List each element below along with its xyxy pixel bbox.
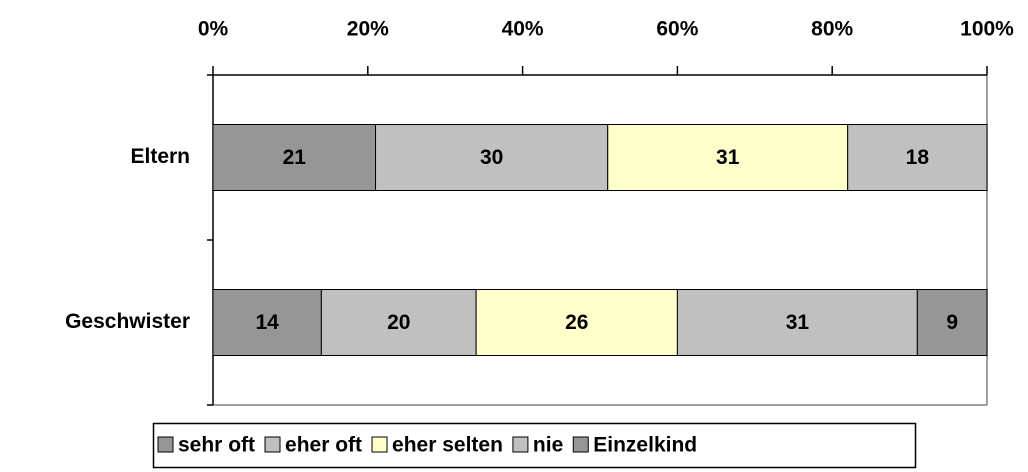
- legend-swatch: [371, 436, 388, 453]
- bar-segment: [375, 124, 609, 191]
- bar-segment: [847, 124, 988, 191]
- data-label: 18: [906, 146, 930, 169]
- x-tick-label: 0%: [198, 18, 229, 41]
- legend-swatch: [157, 436, 174, 453]
- bar-segment: [676, 289, 918, 356]
- legend-swatch: [512, 436, 529, 453]
- data-label: 14: [256, 311, 280, 334]
- bar-segment: [916, 289, 988, 356]
- data-label: 31: [716, 146, 740, 169]
- legend-swatch: [572, 436, 589, 453]
- x-tick-label: 60%: [656, 18, 698, 41]
- x-tick-label: 100%: [960, 18, 1014, 41]
- legend-label: Einzelkind: [593, 434, 697, 457]
- bar-segment: [607, 124, 849, 191]
- bar-segment: [212, 289, 322, 356]
- legend-swatch: [264, 436, 281, 453]
- y-tick-label: Eltern: [130, 145, 190, 168]
- y-tick-label: Geschwister: [65, 310, 190, 333]
- x-tick-label: 20%: [347, 18, 389, 41]
- data-label: 20: [387, 311, 410, 334]
- legend-label: eher oft: [285, 434, 362, 457]
- legend-label: sehr oft: [178, 434, 255, 457]
- legend-label: nie: [533, 434, 563, 457]
- x-tick-label: 40%: [502, 18, 544, 41]
- legend-label: eher selten: [392, 434, 503, 457]
- data-label: 30: [480, 146, 503, 169]
- data-label: 9: [946, 311, 958, 334]
- data-label: 26: [565, 311, 588, 334]
- data-label: 31: [786, 311, 810, 334]
- bar-segment: [212, 124, 377, 191]
- bar-segment: [320, 289, 477, 356]
- data-label: 21: [283, 146, 307, 169]
- x-tick-label: 80%: [811, 18, 853, 41]
